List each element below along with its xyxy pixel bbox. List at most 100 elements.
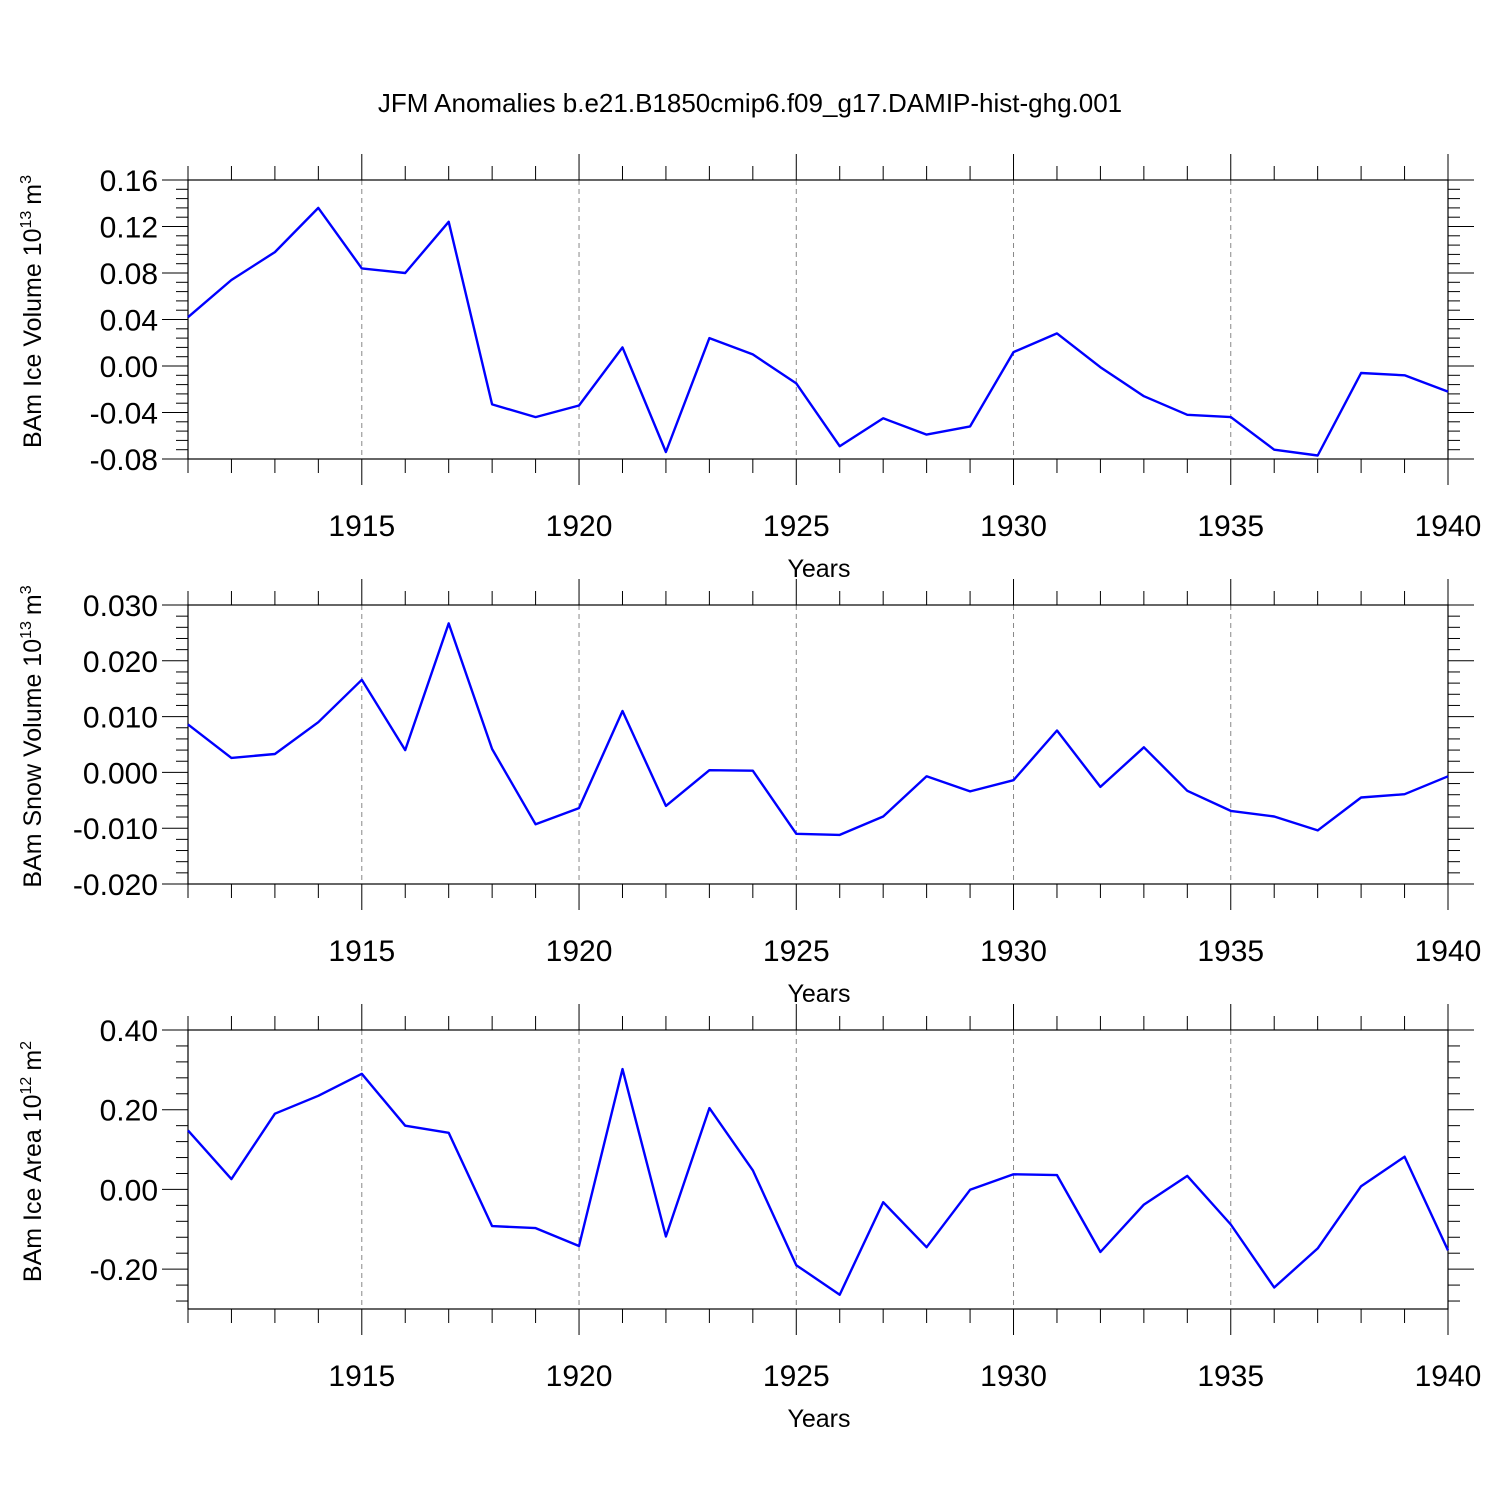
data-point [708, 337, 710, 339]
y-axis-title-exponent: 13 [18, 621, 35, 639]
data-point [1447, 1249, 1449, 1251]
data-point [1056, 729, 1058, 731]
data-point [230, 279, 232, 281]
data-point [665, 805, 667, 807]
data-point [882, 417, 884, 419]
y-tick-label: 0.04 [100, 305, 158, 338]
y-tick-label: 0.00 [100, 351, 158, 384]
data-point [1143, 1203, 1145, 1205]
data-point [621, 710, 623, 712]
x-tick-label: 1915 [328, 1360, 395, 1393]
x-axis-title: Years [787, 555, 850, 583]
y-tick-label: 0.16 [100, 165, 158, 198]
y-tick-label: 0.000 [83, 757, 158, 790]
y-axis-title-exponent: 12 [18, 1077, 35, 1095]
data-point [665, 451, 667, 453]
data-point [534, 416, 536, 418]
x-tick-label: 1930 [980, 935, 1047, 968]
y-tick-label: 0.00 [100, 1174, 158, 1207]
data-point [317, 1095, 319, 1097]
data-point [925, 433, 927, 435]
series-line [187, 206, 1449, 457]
y-tick-label: 0.020 [83, 646, 158, 679]
data-point [1316, 1247, 1318, 1249]
data-point [361, 679, 363, 681]
x-tick-label: 1925 [763, 1360, 830, 1393]
x-tick-label: 1925 [763, 510, 830, 543]
x-tick-label: 1935 [1197, 510, 1264, 543]
data-point [491, 1225, 493, 1227]
data-point [969, 790, 971, 792]
data-point [1273, 449, 1275, 451]
data-point [752, 353, 754, 355]
data-point [230, 757, 232, 759]
y-axis-title: BAm Ice Volume 1013 m3 [18, 175, 47, 448]
y-tick-label: -0.20 [90, 1254, 158, 1287]
data-point [491, 403, 493, 405]
data-point [795, 382, 797, 384]
y-axis-title-unit-exponent: 3 [18, 175, 35, 184]
x-axis-title: Years [787, 980, 850, 1008]
plot-frame [187, 604, 1449, 885]
data-point [1403, 1156, 1405, 1158]
data-point [1186, 1175, 1188, 1177]
x-tick-label: 1915 [328, 935, 395, 968]
figure-title: JFM Anomalies b.e21.B1850cmip6.f09_g17.D… [377, 88, 1123, 118]
x-tick-label: 1920 [546, 1360, 613, 1393]
data-point [1230, 416, 1232, 418]
x-tick-label: 1915 [328, 510, 395, 543]
x-tick-label: 1930 [980, 1360, 1047, 1393]
data-point [1099, 366, 1101, 368]
data-point [1230, 810, 1232, 812]
data-point [534, 1227, 536, 1229]
data-point [969, 1189, 971, 1191]
data-point [1447, 390, 1449, 392]
data-point [1273, 815, 1275, 817]
y-axis-title-exponent: 13 [18, 211, 35, 229]
data-point [1056, 332, 1058, 334]
data-point [752, 1169, 754, 1171]
data-point [187, 316, 189, 318]
plot-frame [187, 179, 1449, 460]
data-point [1186, 414, 1188, 416]
data-point [665, 1235, 667, 1237]
y-axis-title-text: BAm Snow Volume 10 [19, 639, 47, 888]
data-point [578, 1245, 580, 1247]
y-tick-label: -0.04 [90, 398, 158, 431]
y-axis-title-unit-exponent: 3 [18, 585, 35, 594]
x-tick-label: 1940 [1415, 510, 1482, 543]
data-point [274, 251, 276, 253]
plot-frame [187, 1029, 1449, 1310]
data-point [578, 807, 580, 809]
data-point [1273, 1286, 1275, 1288]
data-point [404, 749, 406, 751]
chart-panel-3: -0.20 0.00 0.20 0.40 1915 1920 1925 1930 1935 194… [18, 1004, 1481, 1433]
data-point [621, 346, 623, 348]
data-point [274, 1113, 276, 1115]
data-point [1360, 796, 1362, 798]
x-tick-label: 1925 [763, 935, 830, 968]
y-axis-title-text: BAm Ice Volume 10 [19, 228, 47, 448]
data-point [1012, 779, 1014, 781]
y-tick-label: -0.020 [73, 869, 158, 902]
data-point [317, 207, 319, 209]
x-tick-label: 1920 [546, 510, 613, 543]
data-point [708, 1107, 710, 1109]
data-point [534, 823, 536, 825]
data-point [882, 1201, 884, 1203]
x-tick-label: 1935 [1197, 935, 1264, 968]
data-point [187, 1129, 189, 1131]
data-point [1056, 1174, 1058, 1176]
data-point [1143, 395, 1145, 397]
data-point [1143, 746, 1145, 748]
data-point [317, 721, 319, 723]
data-point [795, 833, 797, 835]
data-point [795, 1264, 797, 1266]
x-axis-title: Years [787, 1405, 850, 1433]
data-point [230, 1178, 232, 1180]
chart-panel-2: -0.020 -0.010 0.000 0.010 0.020 0.030 1915 1920… [18, 579, 1481, 1008]
data-point [274, 753, 276, 755]
y-tick-label: 0.010 [83, 702, 158, 735]
